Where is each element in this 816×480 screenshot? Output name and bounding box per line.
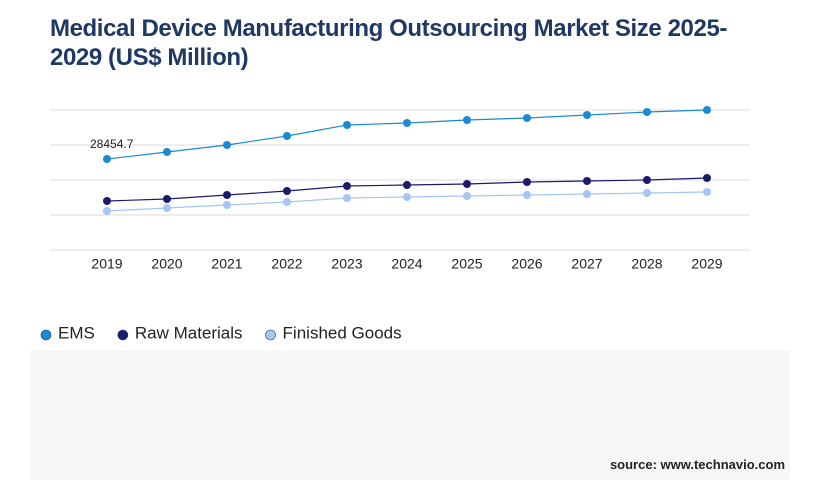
x-tick-label: 2022: [271, 256, 302, 272]
data-point: [463, 191, 471, 200]
legend-marker: [265, 329, 276, 341]
x-tick-label: 2023: [331, 256, 362, 272]
x-tick-label: 2019: [91, 256, 122, 272]
data-point: [703, 106, 711, 114]
legend-label: EMS: [58, 323, 95, 342]
data-point: [583, 110, 591, 119]
legend-label: Finished Goods: [283, 323, 402, 342]
data-point: [343, 194, 351, 203]
data-point: [103, 197, 111, 206]
background-panel: [30, 350, 790, 480]
data-point: [283, 131, 291, 140]
data-point: [223, 200, 231, 209]
x-tick-label: 2029: [691, 256, 722, 272]
data-point: [403, 193, 411, 202]
data-point: [703, 174, 711, 183]
x-tick-label: 2025: [451, 256, 482, 272]
data-point: [103, 155, 111, 164]
x-tick-label: 2024: [391, 256, 422, 272]
data-point: [643, 188, 651, 197]
data-point: [523, 177, 531, 186]
data-point: [403, 118, 411, 127]
data-point: [283, 197, 291, 206]
legend-marker: [117, 329, 129, 341]
data-point: [463, 180, 471, 189]
data-point: [643, 176, 651, 184]
data-point: [343, 120, 351, 129]
data-point: [523, 190, 531, 199]
data-point: [163, 147, 171, 156]
data-point: [343, 181, 351, 190]
data-point: [163, 194, 171, 203]
legend-marker: [40, 329, 52, 341]
data-point: [523, 114, 531, 123]
data-point: [403, 180, 411, 189]
x-tick-label: 2020: [151, 256, 182, 272]
data-point: [223, 190, 231, 199]
x-tick-label: 2028: [631, 256, 662, 272]
data-label: 28454.7: [90, 137, 134, 151]
data-point: [163, 204, 171, 213]
data-point: [463, 116, 471, 124]
data-point: [643, 107, 651, 116]
series-line: [106, 109, 708, 160]
data-point: [283, 187, 291, 196]
x-tick-label: 2026: [511, 256, 542, 272]
legend-label: Raw Materials: [135, 323, 243, 342]
x-tick-label: 2027: [571, 256, 602, 272]
data-point: [103, 207, 111, 216]
data-point: [583, 177, 591, 186]
data-point: [223, 140, 231, 149]
data-point: [583, 190, 591, 199]
x-tick-label: 2021: [211, 256, 242, 272]
source: source: www.technavio.com: [609, 457, 785, 472]
data-point: [703, 187, 711, 196]
chart-title: Medical Device Manufacturing Outsourcing…: [50, 15, 727, 71]
